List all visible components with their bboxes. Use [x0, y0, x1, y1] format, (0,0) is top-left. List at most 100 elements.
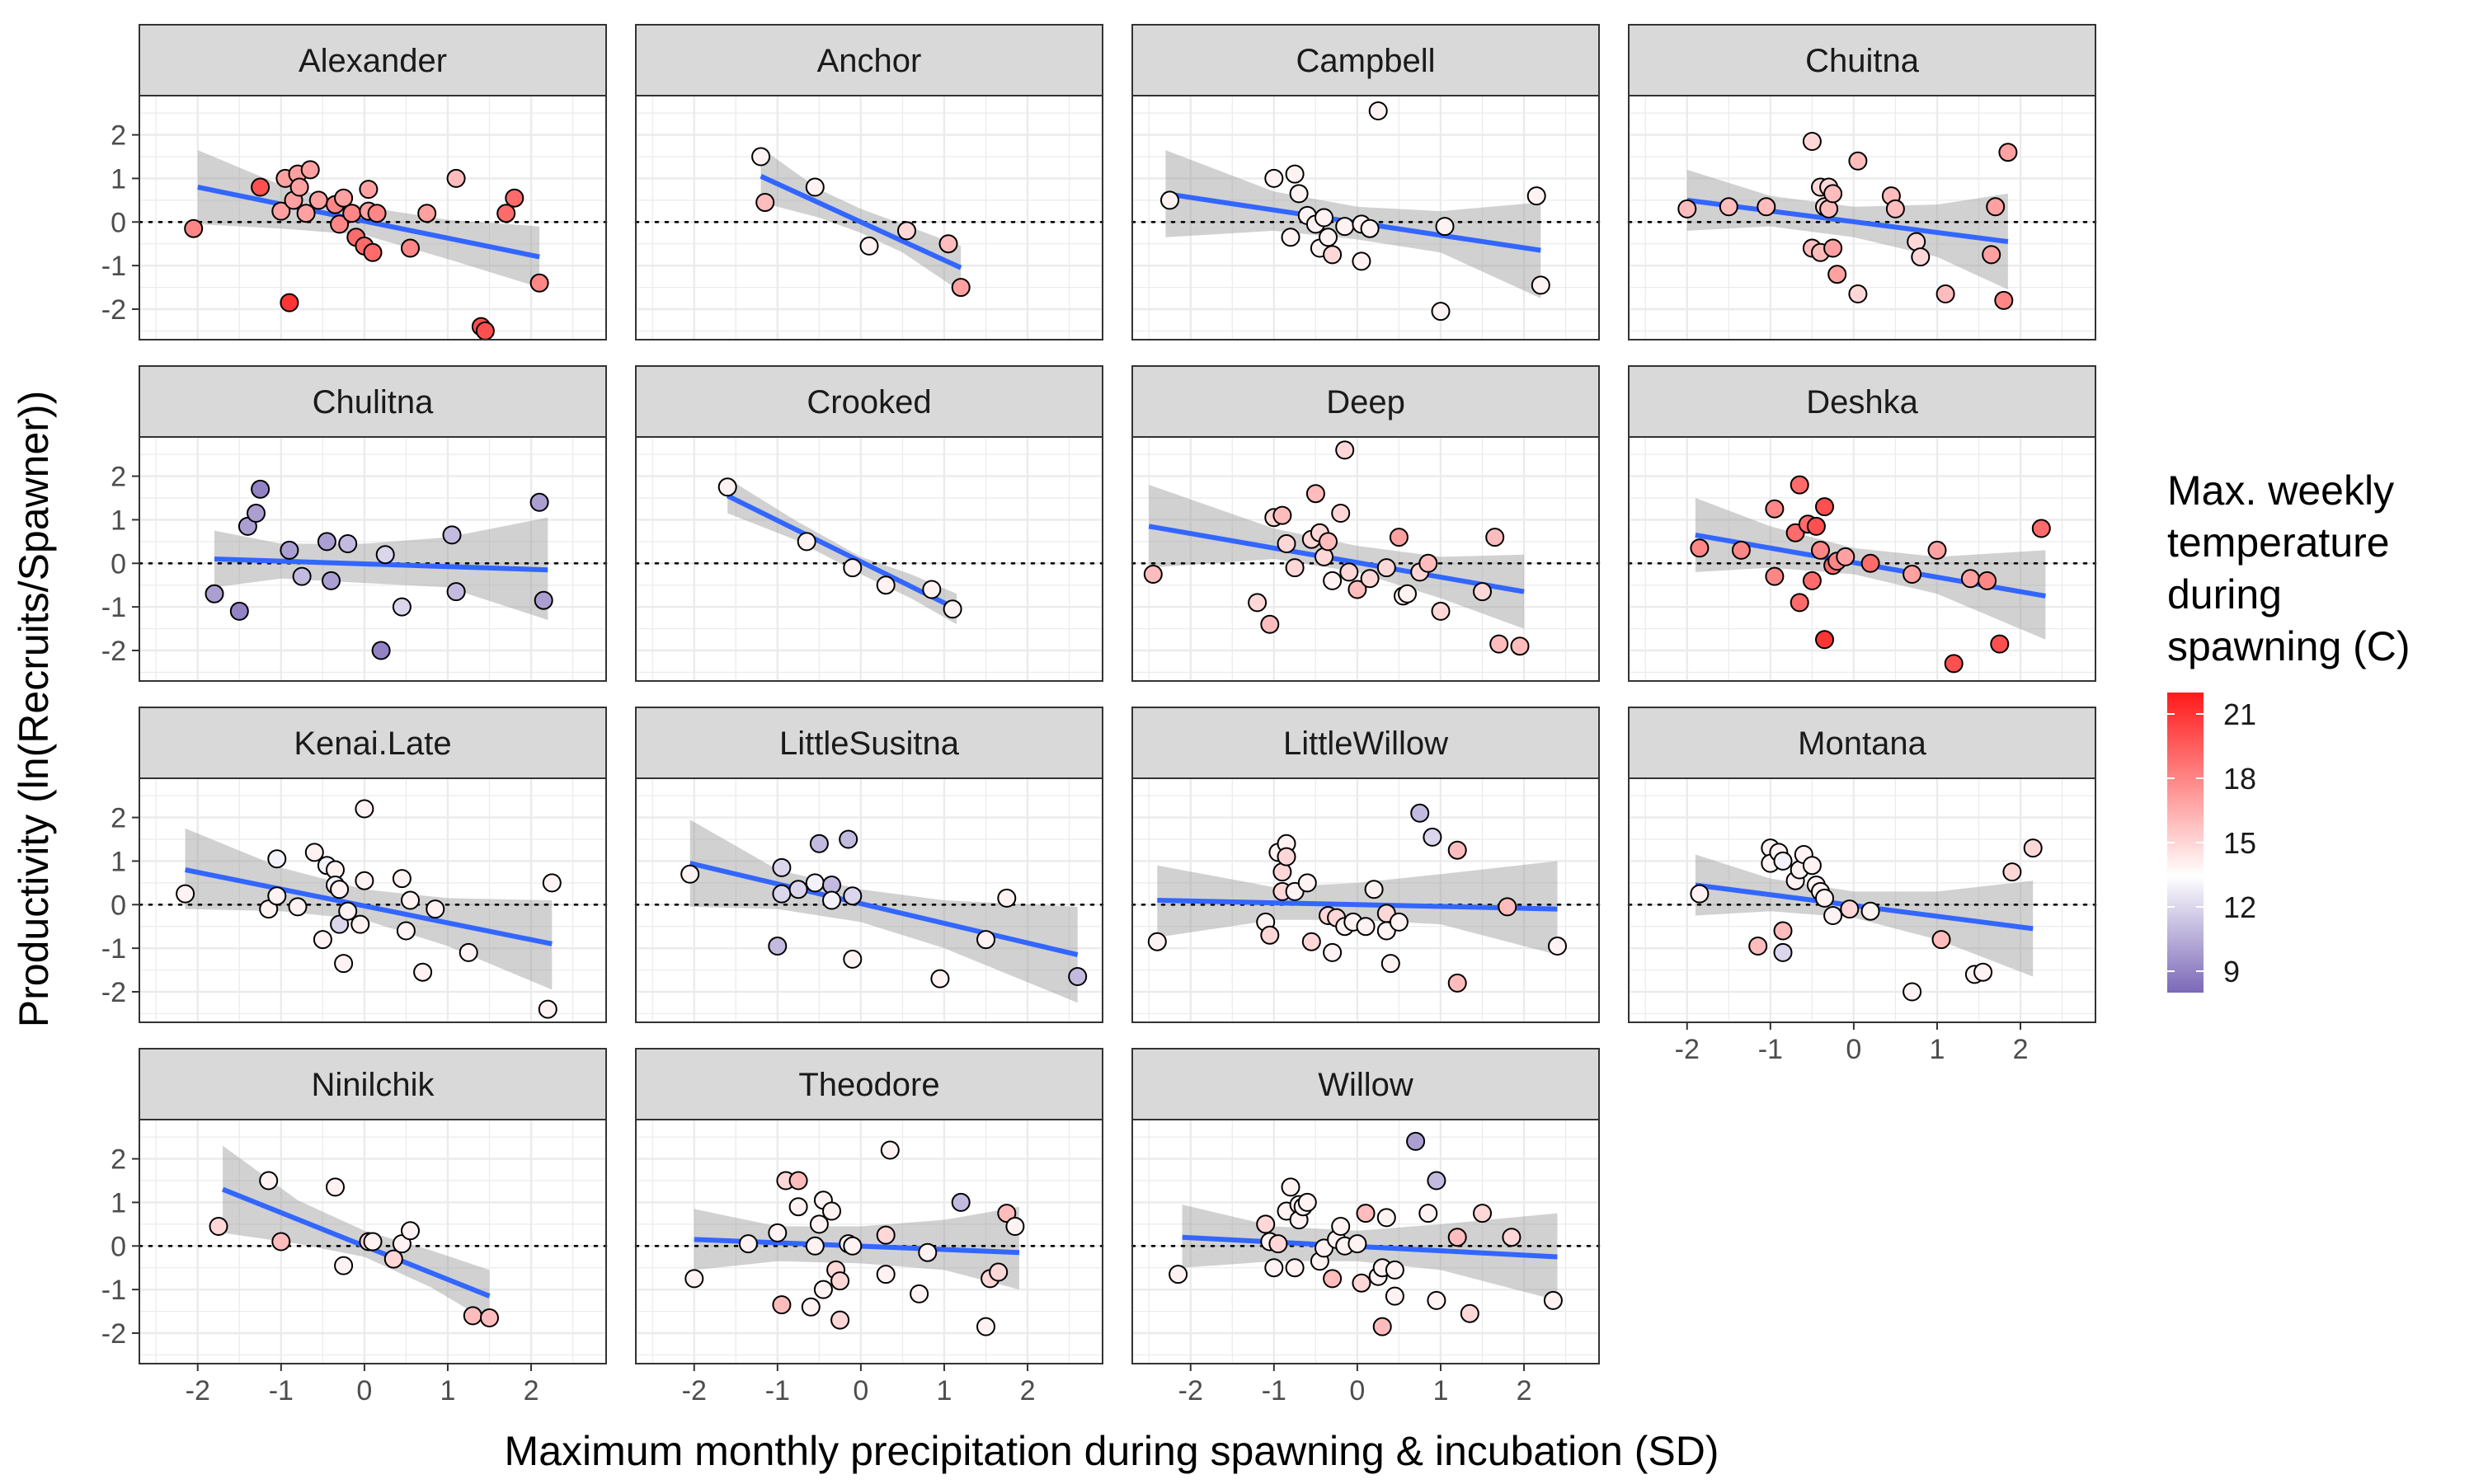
data-points	[1677, 132, 2018, 310]
confidence-band	[1157, 861, 1558, 956]
panel-border	[139, 777, 607, 1023]
x-tick-label: 1	[1433, 1375, 1449, 1407]
facet-panels: Alexander -2 -1 0 1 2 Anchor Campbell Chuitna Chu…	[101, 24, 2097, 1407]
data-point	[772, 884, 792, 904]
data-point	[976, 930, 995, 950]
data-point	[1690, 538, 1710, 558]
y-tick-label: 1	[111, 1187, 126, 1219]
data-points	[751, 147, 971, 298]
data-point	[426, 899, 445, 919]
data-point	[442, 525, 462, 545]
data-point	[542, 873, 562, 893]
regression-line	[1686, 197, 2009, 245]
data-point	[910, 1284, 929, 1303]
panel-grid	[1132, 778, 1599, 1022]
data-point	[463, 1306, 482, 1326]
x-tick-label: 1	[440, 1375, 456, 1407]
panel-border	[1628, 436, 2096, 682]
regression-line	[214, 556, 548, 573]
x-tick-label: 0	[356, 1375, 372, 1407]
x-tick-label: 1	[1930, 1034, 1945, 1065]
data-point	[338, 534, 358, 553]
data-point	[1423, 827, 1442, 847]
data-point	[1348, 1234, 1367, 1254]
data-points	[205, 479, 553, 660]
legend-title-line: Max. weekly	[2167, 467, 2394, 514]
data-points	[1169, 1131, 1563, 1336]
y-tick-label: -2	[101, 1318, 126, 1350]
data-point	[2002, 862, 2022, 882]
panel-border	[139, 436, 607, 682]
data-points	[1160, 101, 1550, 322]
data-point	[772, 1295, 792, 1315]
data-point	[313, 930, 332, 950]
data-point	[1360, 218, 1380, 238]
data-point	[1389, 912, 1409, 932]
legend-tick-label: 18	[2223, 762, 2256, 796]
data-point	[1848, 151, 1868, 171]
x-tick-label: -1	[765, 1375, 790, 1407]
data-point	[830, 1310, 850, 1330]
data-point	[1473, 582, 1492, 602]
data-point	[1264, 1258, 1284, 1278]
panel-border	[1131, 95, 1600, 340]
data-point	[1935, 284, 1955, 303]
data-point	[717, 477, 737, 497]
data-point	[1773, 921, 1793, 941]
data-point	[280, 293, 299, 312]
facet-strip-label: Chulitna	[313, 384, 435, 420]
facet-strip	[1131, 1048, 1600, 1120]
data-point	[876, 1265, 896, 1284]
data-point	[383, 1249, 403, 1269]
data-point	[1380, 954, 1400, 974]
data-point	[1285, 1258, 1305, 1278]
data-point	[1836, 547, 1856, 566]
data-point	[1815, 888, 1834, 908]
panel-border	[1131, 777, 1600, 1023]
x-tick-label: -1	[1262, 1375, 1286, 1407]
data-point	[1427, 1290, 1446, 1310]
data-point	[334, 1256, 354, 1275]
data-point	[1510, 636, 1530, 656]
data-point	[205, 584, 224, 603]
facet-panel-theodore: Theodore -2 -1 0 1 2	[634, 1048, 1104, 1407]
data-point	[401, 238, 420, 258]
data-point	[768, 1223, 788, 1242]
panel-background	[139, 778, 606, 1022]
data-point	[1502, 1228, 1522, 1247]
y-tick-label: 1	[111, 846, 126, 877]
data-point	[251, 479, 270, 499]
data-point	[209, 1217, 228, 1236]
data-point	[768, 937, 788, 956]
data-point	[1248, 593, 1268, 613]
data-point	[1335, 440, 1355, 460]
facet-panel-campbell: Campbell	[1131, 24, 1601, 340]
data-point	[805, 873, 825, 893]
data-point	[1352, 1273, 1371, 1293]
data-point	[876, 1225, 896, 1245]
x-tick-label: 1	[937, 1375, 952, 1407]
data-point	[1823, 906, 1843, 925]
data-point	[1990, 634, 2010, 654]
regression-line	[760, 174, 962, 270]
data-point	[1410, 803, 1430, 823]
data-point	[1460, 1303, 1479, 1323]
data-point	[943, 599, 962, 619]
data-point	[1447, 1228, 1467, 1247]
y-tick-label: 2	[111, 120, 126, 152]
legend-tick-label: 12	[2223, 890, 2256, 924]
data-point	[951, 1192, 971, 1212]
data-point	[296, 204, 316, 223]
facet-panel-anchor: Anchor	[634, 24, 1104, 340]
data-point	[1406, 1131, 1426, 1151]
facet-panel-montana: Montana -2 -1 0 1 2	[1627, 707, 2097, 1065]
panel-background	[636, 437, 1103, 681]
data-point	[1331, 504, 1351, 523]
facet-strip-label: Deshka	[1806, 384, 1918, 420]
data-point	[788, 1197, 808, 1217]
y-tick-label: -2	[101, 294, 126, 326]
x-axis-title: Maximum monthly precipitation during spa…	[505, 1428, 1719, 1474]
facet-strip-label: Chuitna	[1805, 43, 1920, 79]
data-point	[259, 1171, 279, 1190]
